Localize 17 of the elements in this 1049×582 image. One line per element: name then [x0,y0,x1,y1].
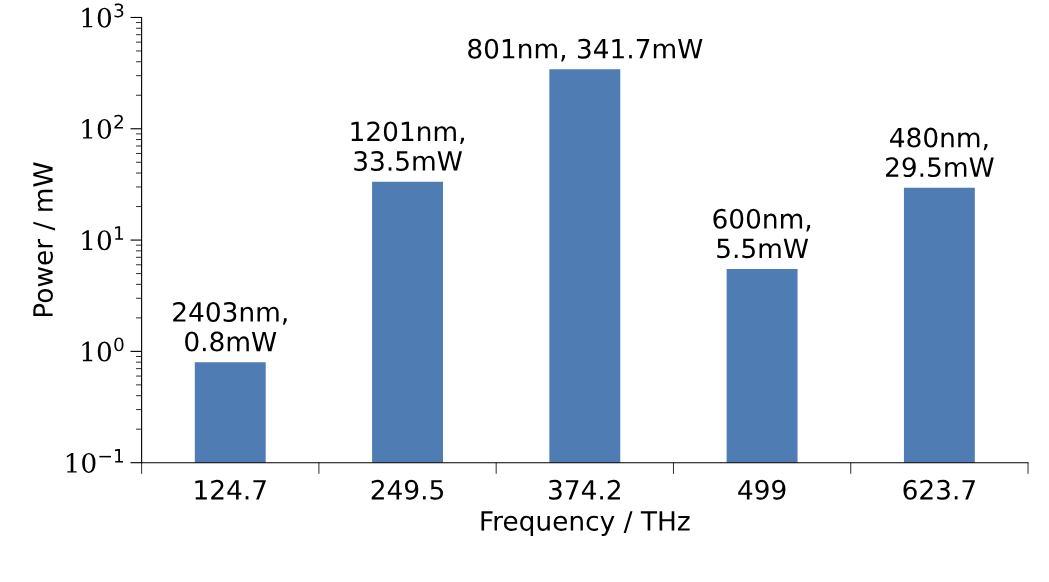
data-label: 480nm, 29.5mW [886,127,994,178]
y-tick-label: 10$^{−1}$ [66,448,123,473]
y-axis-title: Power / mW [33,162,56,317]
x-tick-label: 124.7 [195,479,266,500]
y-tick-label: 10$^{3}$ [82,3,124,28]
y-tick-label: 10$^{1}$ [82,226,124,251]
data-label: 801nm, 341.7mW [468,38,703,62]
y-tick-label: 10$^{2}$ [82,114,123,139]
data-label: 600nm, 5.5mW [713,208,811,259]
x-tick-label: 374.2 [549,479,620,500]
x-tick-label: 249.5 [371,479,443,500]
x-tick-label: 499 [738,479,786,500]
x-tick-label: 623.7 [903,479,975,500]
data-label: 1201nm, 33.5mW [351,121,464,171]
y-tick-label: 10$^{0}$ [82,337,124,362]
x-axis-title: Frequency / THz [481,511,690,536]
data-label: 2403nm, 0.8mW [173,301,287,352]
